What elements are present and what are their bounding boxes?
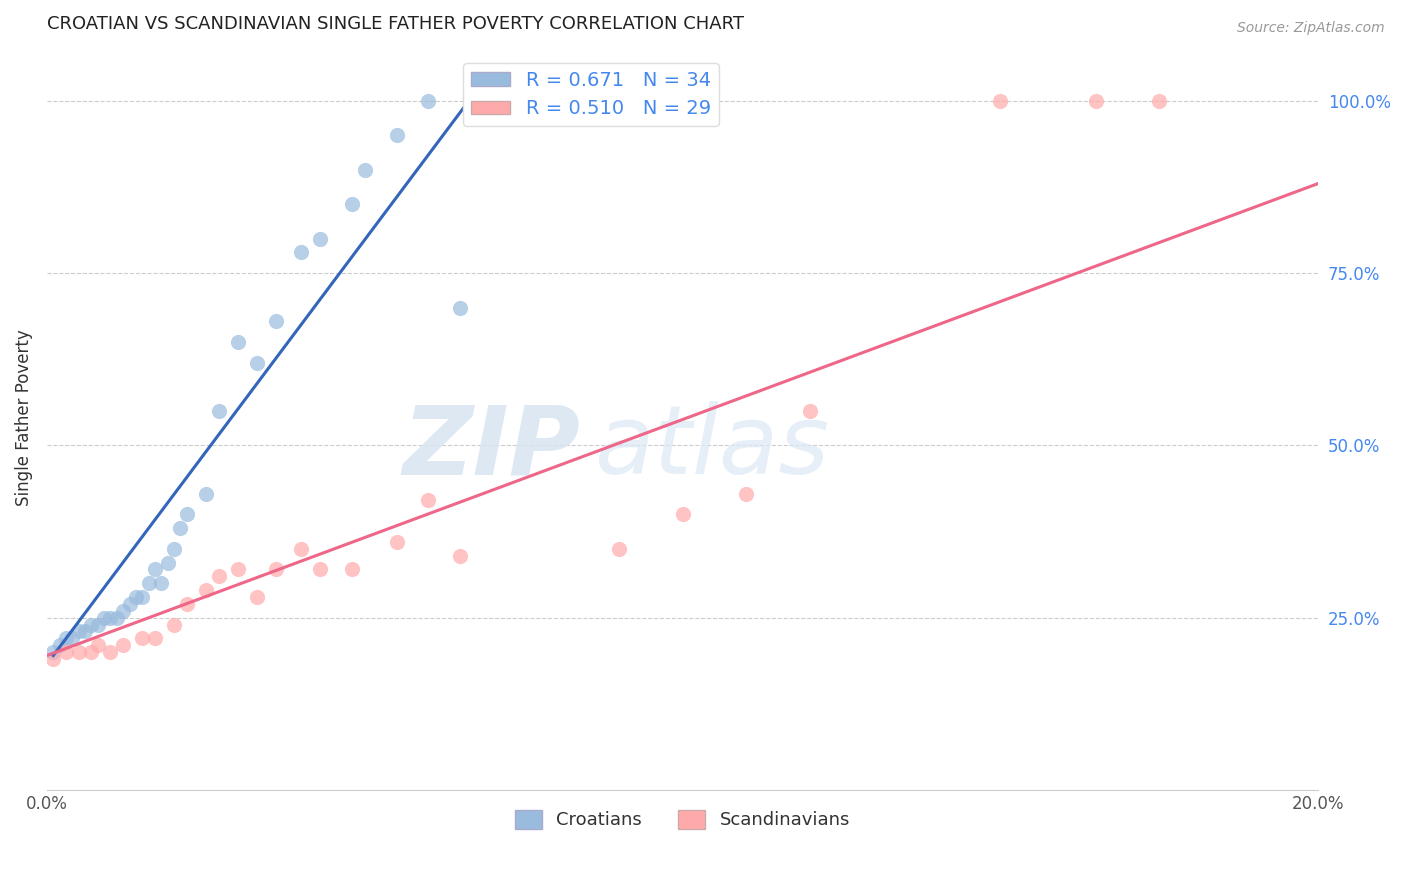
Point: [246, 590, 269, 604]
Text: ZIP: ZIP: [404, 401, 581, 494]
Point: [246, 356, 269, 370]
Point: [1149, 94, 1171, 108]
Point: [150, 576, 173, 591]
Point: [138, 576, 160, 591]
Point: [48, 638, 70, 652]
Point: [264, 562, 287, 576]
Point: [73, 624, 96, 639]
Point: [80, 645, 103, 659]
Point: [176, 597, 198, 611]
Point: [1084, 94, 1107, 108]
Point: [309, 562, 332, 576]
Point: [264, 314, 287, 328]
Point: [60, 632, 83, 646]
Point: [385, 534, 408, 549]
Point: [671, 508, 693, 522]
Y-axis label: Single Father Poverty: Single Father Poverty: [15, 329, 32, 506]
Point: [143, 562, 166, 576]
Point: [194, 583, 217, 598]
Point: [112, 638, 135, 652]
Point: [385, 128, 408, 143]
Point: [735, 486, 758, 500]
Point: [125, 590, 148, 604]
Point: [100, 645, 122, 659]
Point: [340, 562, 363, 576]
Point: [449, 301, 471, 315]
Point: [309, 232, 332, 246]
Point: [105, 610, 128, 624]
Point: [226, 334, 249, 349]
Point: [131, 632, 153, 646]
Point: [418, 493, 440, 508]
Point: [131, 590, 153, 604]
Point: [80, 617, 103, 632]
Point: [207, 569, 229, 583]
Point: [67, 624, 90, 639]
Point: [55, 645, 77, 659]
Point: [42, 652, 65, 666]
Point: [607, 541, 630, 556]
Point: [353, 162, 375, 177]
Point: [55, 632, 77, 646]
Point: [799, 404, 821, 418]
Point: [87, 638, 110, 652]
Point: [112, 604, 135, 618]
Point: [418, 94, 440, 108]
Point: [93, 610, 115, 624]
Point: [163, 617, 186, 632]
Text: CROATIAN VS SCANDINAVIAN SINGLE FATHER POVERTY CORRELATION CHART: CROATIAN VS SCANDINAVIAN SINGLE FATHER P…: [46, 15, 744, 33]
Point: [207, 404, 229, 418]
Point: [163, 541, 186, 556]
Legend: Croatians, Scandinavians: Croatians, Scandinavians: [508, 803, 858, 837]
Text: Source: ZipAtlas.com: Source: ZipAtlas.com: [1237, 21, 1385, 35]
Point: [449, 549, 471, 563]
Point: [156, 556, 179, 570]
Point: [176, 508, 198, 522]
Text: atlas: atlas: [593, 401, 828, 494]
Point: [100, 610, 122, 624]
Point: [87, 617, 110, 632]
Point: [143, 632, 166, 646]
Point: [169, 521, 191, 535]
Point: [118, 597, 141, 611]
Point: [226, 562, 249, 576]
Point: [990, 94, 1012, 108]
Point: [42, 645, 65, 659]
Point: [340, 197, 363, 211]
Point: [290, 541, 312, 556]
Point: [194, 486, 217, 500]
Point: [67, 645, 90, 659]
Point: [290, 245, 312, 260]
